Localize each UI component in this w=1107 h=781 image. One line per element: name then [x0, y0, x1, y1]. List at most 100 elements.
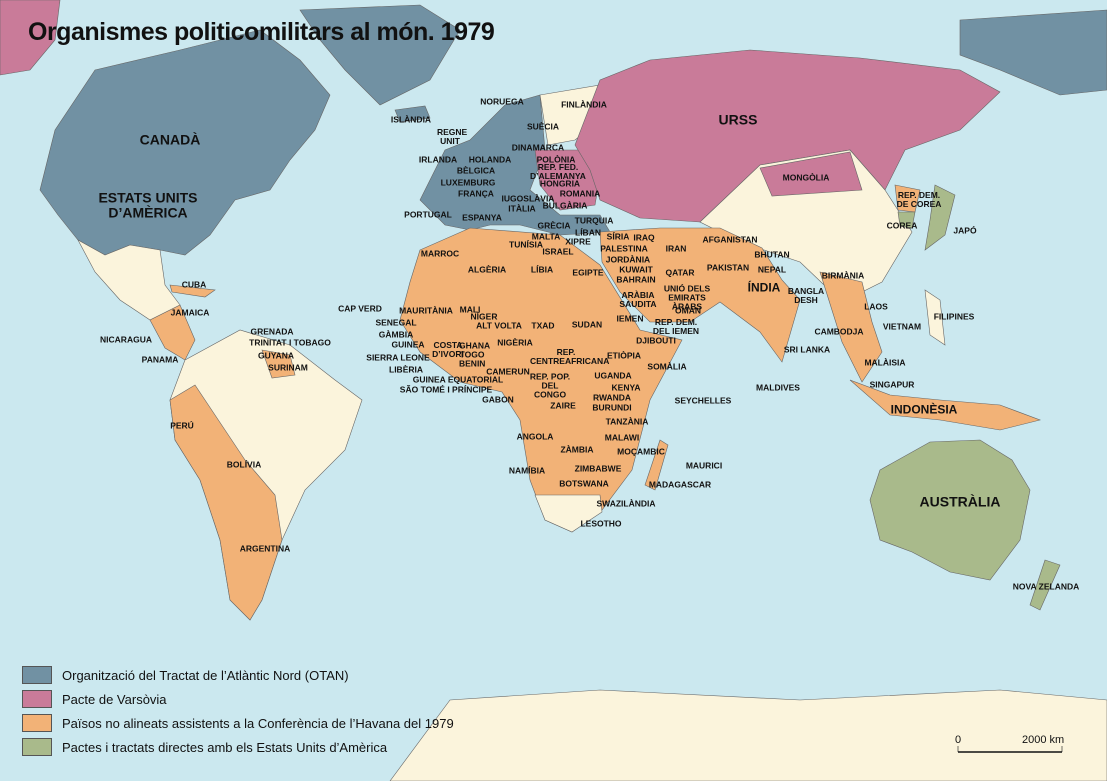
country-label: KUWAIT: [619, 264, 653, 275]
country-label: AFGANISTAN: [702, 234, 758, 245]
country-label: MOÇAMBIC: [617, 446, 665, 457]
country-label: RWANDA: [592, 392, 632, 403]
country-label: BHUTAN: [754, 249, 790, 260]
legend-entry: Pacte de Varsòvia: [22, 690, 167, 708]
iceland: [394, 105, 431, 123]
country-label: JORDÀNIA: [605, 254, 651, 265]
country-label: ROMANIA: [559, 188, 601, 199]
country-label: NAMÍBIA: [508, 465, 546, 476]
country-label: IUGOSLÀVIA: [501, 193, 555, 204]
legend-swatch: [22, 714, 52, 732]
country-label: FRANÇA: [458, 188, 494, 199]
legend-swatch: [22, 666, 52, 684]
country-label: TANZÀNIA: [605, 416, 649, 427]
country-label: LIBÈRIA: [389, 364, 423, 375]
country-label: MONGÒLIA: [782, 172, 830, 183]
country-label: ISRAEL: [542, 246, 574, 257]
country-label: CAMERUN: [486, 366, 530, 377]
country-label: LÍBAN: [575, 227, 601, 238]
legend-entry: Pactes i tractats directes amb els Estat…: [22, 738, 387, 756]
country-label: SÍRIA: [606, 231, 630, 242]
country-label: ZIMBABWE: [574, 463, 622, 474]
country-label: GUINEA: [391, 339, 425, 350]
country-label: PORTUGAL: [404, 209, 452, 220]
country-label: VIETNAM: [882, 321, 922, 332]
country-label: BANGLA DESH: [787, 286, 825, 305]
country-label: ESPANYA: [462, 212, 502, 223]
andes-orange: [169, 384, 283, 621]
legend-label: Organització del Tractat de l’Atlàntic N…: [62, 667, 349, 683]
country-label: URSS: [718, 111, 758, 128]
japan: [924, 184, 956, 251]
legend-entry: Organització del Tractat de l’Atlàntic N…: [22, 666, 349, 684]
country-label: ÍNDIA: [747, 280, 781, 295]
country-label: MARROC: [420, 248, 460, 259]
country-label: REGNE UNIT: [437, 127, 468, 146]
country-label: PALESTINA: [600, 243, 648, 254]
country-label: NIGÈRIA: [497, 337, 533, 348]
urss: [574, 49, 1001, 223]
mongolia: [759, 151, 863, 197]
country-label: MADAGASCAR: [648, 479, 712, 490]
country-label: TUNÍSIA: [509, 239, 543, 250]
country-label: LÍBIA: [530, 264, 554, 275]
madagascar: [644, 439, 669, 491]
new-zealand: [1029, 559, 1061, 611]
country-label: PAKISTAN: [706, 262, 750, 273]
indonesia: [849, 379, 1042, 431]
country-label: SEYCHELLES: [674, 395, 732, 406]
country-label: SUÈCIA: [526, 121, 560, 132]
country-label: MALDIVES: [756, 382, 800, 393]
country-label: BÈLGICA: [456, 165, 496, 176]
country-label: ETIÒPIA: [606, 350, 642, 361]
country-label: NICARAGUA: [100, 334, 152, 345]
country-label: GUINEA EQUATORIAL: [412, 374, 504, 385]
country-label: ARGENTINA: [239, 543, 291, 554]
country-label: COSTA D’IVORI: [432, 340, 464, 359]
legend-swatch: [22, 738, 52, 756]
country-label: CAMBODJA: [814, 326, 864, 337]
legend-label: Països no alineats assistents a la Confe…: [62, 715, 454, 731]
country-label: XIPRE: [565, 236, 591, 247]
country-label: TXAD: [531, 320, 555, 331]
country-label: IRLANDA: [418, 154, 458, 165]
country-label: ISLÀNDIA: [390, 114, 432, 125]
country-label: REP. FED. D’ALEMANYA: [530, 162, 586, 181]
country-label: REP. DEM. DEL IEMEN: [652, 317, 700, 336]
country-label: ITÀLIA: [508, 203, 536, 214]
country-label: JAMAICA: [170, 307, 210, 318]
country-label: BAHRAIN: [616, 274, 656, 285]
country-label: EGIPTE: [572, 267, 604, 278]
country-label: NEPAL: [757, 264, 787, 275]
country-label: LAOS: [864, 301, 888, 312]
greenland: [299, 4, 461, 106]
country-label: JAPÓ: [953, 225, 977, 236]
country-label: ALT VOLTA: [476, 320, 522, 331]
cuba: [169, 284, 216, 298]
country-label: ZAIRE: [550, 400, 576, 411]
scale-start: 0: [955, 734, 962, 746]
country-label: REP. POP. DEL CONGO: [529, 371, 571, 400]
country-label: GÀMBIA: [378, 329, 414, 340]
country-label: GABON: [482, 394, 514, 405]
country-label: GRÈCIA: [537, 220, 571, 231]
country-label: ALGÈRIA: [467, 264, 507, 275]
map-title: Organismes politicomilitars al món. 1979: [28, 18, 495, 46]
country-label: COREA: [886, 220, 918, 231]
guyana: [261, 349, 296, 379]
country-label: IRAQ: [633, 232, 655, 243]
country-label: MAURITÀNIA: [399, 305, 453, 316]
country-label: SINGAPUR: [869, 379, 915, 390]
country-label: MALTA: [531, 231, 561, 242]
alaska-east: [959, 9, 1107, 96]
country-label: CUBA: [181, 279, 207, 290]
country-label: TURQUIA: [574, 215, 614, 226]
country-label: LESOTHO: [580, 518, 622, 529]
country-label: DJIBOUTI: [636, 335, 676, 346]
country-label: GUYANA: [257, 350, 295, 361]
country-label: SRI LANKA: [783, 344, 831, 355]
country-label: FILIPINES: [933, 311, 975, 322]
chukotka: [0, 0, 61, 76]
scale-end: 2000 km: [1022, 734, 1065, 746]
country-label: NORUEGA: [480, 96, 524, 107]
